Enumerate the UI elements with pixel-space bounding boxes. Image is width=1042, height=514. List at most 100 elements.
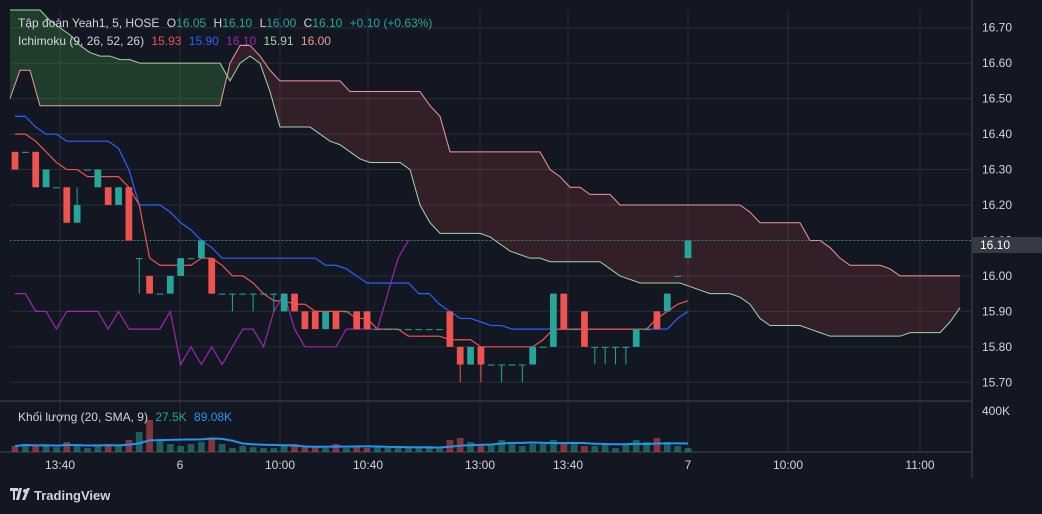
symbol-legend: Tập đoàn Yeah1, 5, HOSE O16.05 H16.10 L1… <box>18 16 436 30</box>
cloud-segment <box>490 151 500 244</box>
volume-bar <box>550 440 557 452</box>
volume-bar <box>146 420 153 452</box>
candle-body <box>280 293 288 312</box>
cloud-segment <box>40 10 50 106</box>
volume-bar <box>539 444 547 452</box>
candle-body <box>436 329 443 331</box>
cloud-segment <box>920 275 930 333</box>
volume-bar <box>63 442 71 452</box>
volume-bar <box>187 444 195 452</box>
cloud-segment <box>130 59 140 106</box>
volume-bar <box>156 440 164 452</box>
cloud-segment <box>310 80 320 135</box>
candle-body <box>63 187 71 223</box>
x-tick-label: 7 <box>685 458 692 472</box>
volume-bar <box>94 444 102 452</box>
cloud-segment <box>900 275 910 337</box>
volume-legend[interactable]: Khối lượng (20, SMA, 9) 27.5K 89.08K <box>18 410 236 424</box>
cloud-segment <box>710 205 720 294</box>
cloud-segment <box>260 56 270 92</box>
cloud-segment <box>480 151 490 237</box>
y-tick-label: 16.70 <box>982 21 1012 35</box>
open-label: O16.05 <box>166 16 207 30</box>
candle-body <box>21 151 29 153</box>
cloud-segment <box>840 258 850 337</box>
brand-name: TradingView <box>34 488 111 503</box>
candle-body <box>94 169 102 188</box>
x-tick-label: 10:00 <box>773 458 803 472</box>
x-tick-label: 13:40 <box>45 458 75 472</box>
candle-body <box>653 311 661 330</box>
volume-bar <box>663 442 671 452</box>
ichimoku-legend[interactable]: Ichimoku (9, 26, 52, 26) 15.93 15.90 16.… <box>18 34 335 48</box>
cloud-segment <box>70 34 80 106</box>
candle-body <box>291 293 298 312</box>
cloud-segment <box>640 205 650 283</box>
candle-body <box>508 364 516 366</box>
volume-bar <box>467 442 474 452</box>
cloud-segment <box>380 91 390 163</box>
x-tick-label: 13:00 <box>465 458 495 472</box>
candle-body <box>166 275 174 294</box>
cloud-segment <box>170 63 180 106</box>
cloud-segment <box>340 80 350 152</box>
volume-bar <box>260 448 267 452</box>
cloud-segment <box>760 222 770 326</box>
candle-body <box>467 346 474 365</box>
cloud-segment <box>700 205 710 294</box>
candle-body <box>301 311 309 330</box>
cloud-segment <box>300 80 310 127</box>
candle-body <box>487 364 495 366</box>
cloud-segment <box>850 265 860 337</box>
cloud-segment <box>280 80 290 127</box>
cloud-segment <box>350 91 360 159</box>
volume-bar <box>53 447 60 452</box>
cloud-segment <box>290 80 300 127</box>
tradingview-logo[interactable]: TradingView <box>10 488 110 503</box>
cloud-segment <box>460 151 470 234</box>
symbol-name[interactable]: Tập đoàn Yeah1, 5, HOSE <box>18 16 160 30</box>
y-tick-label: 16.40 <box>982 127 1012 141</box>
cloud-segment <box>360 91 370 163</box>
volume-bar <box>394 448 402 452</box>
candle-body <box>311 311 319 330</box>
candle-body <box>42 169 50 188</box>
volume-bar <box>135 432 143 452</box>
cloud-segment <box>670 205 680 283</box>
cloud-segment <box>630 205 640 283</box>
volume-bar <box>229 448 236 452</box>
candle-body <box>446 311 454 347</box>
candle-body <box>322 311 329 330</box>
candle-body <box>663 293 671 312</box>
cloud-segment <box>90 52 100 106</box>
cloud-segment <box>320 80 330 142</box>
candle-body <box>550 293 557 347</box>
cloud-segment <box>440 116 450 234</box>
span-b-line <box>9 44 960 277</box>
cloud-segment <box>750 212 760 319</box>
cloud-segment <box>620 205 630 280</box>
volume-bar <box>115 446 122 452</box>
volume-bar <box>591 446 599 452</box>
candle-body <box>332 311 340 330</box>
candle-body <box>146 275 153 294</box>
candle-body <box>591 346 599 348</box>
volume-bar <box>560 442 568 452</box>
ichimoku-name: Ichimoku (9, 26, 52, 26) <box>18 34 145 48</box>
volume-bar <box>311 446 319 452</box>
cloud-segment <box>590 194 600 262</box>
cloud-segment <box>940 275 950 333</box>
ichimoku-value: 16.00 <box>300 34 331 48</box>
candle-body <box>125 187 133 241</box>
candle-body <box>177 258 185 276</box>
candle-body <box>363 311 371 330</box>
volume-bar <box>270 448 278 452</box>
volume-bar <box>21 444 29 452</box>
ichimoku-value: 15.93 <box>151 34 182 48</box>
candle-body <box>581 311 588 347</box>
candle-body <box>374 329 381 331</box>
cloud-segment <box>790 222 800 326</box>
candle-body <box>104 187 112 205</box>
y-tick-label: 16.30 <box>982 163 1012 177</box>
